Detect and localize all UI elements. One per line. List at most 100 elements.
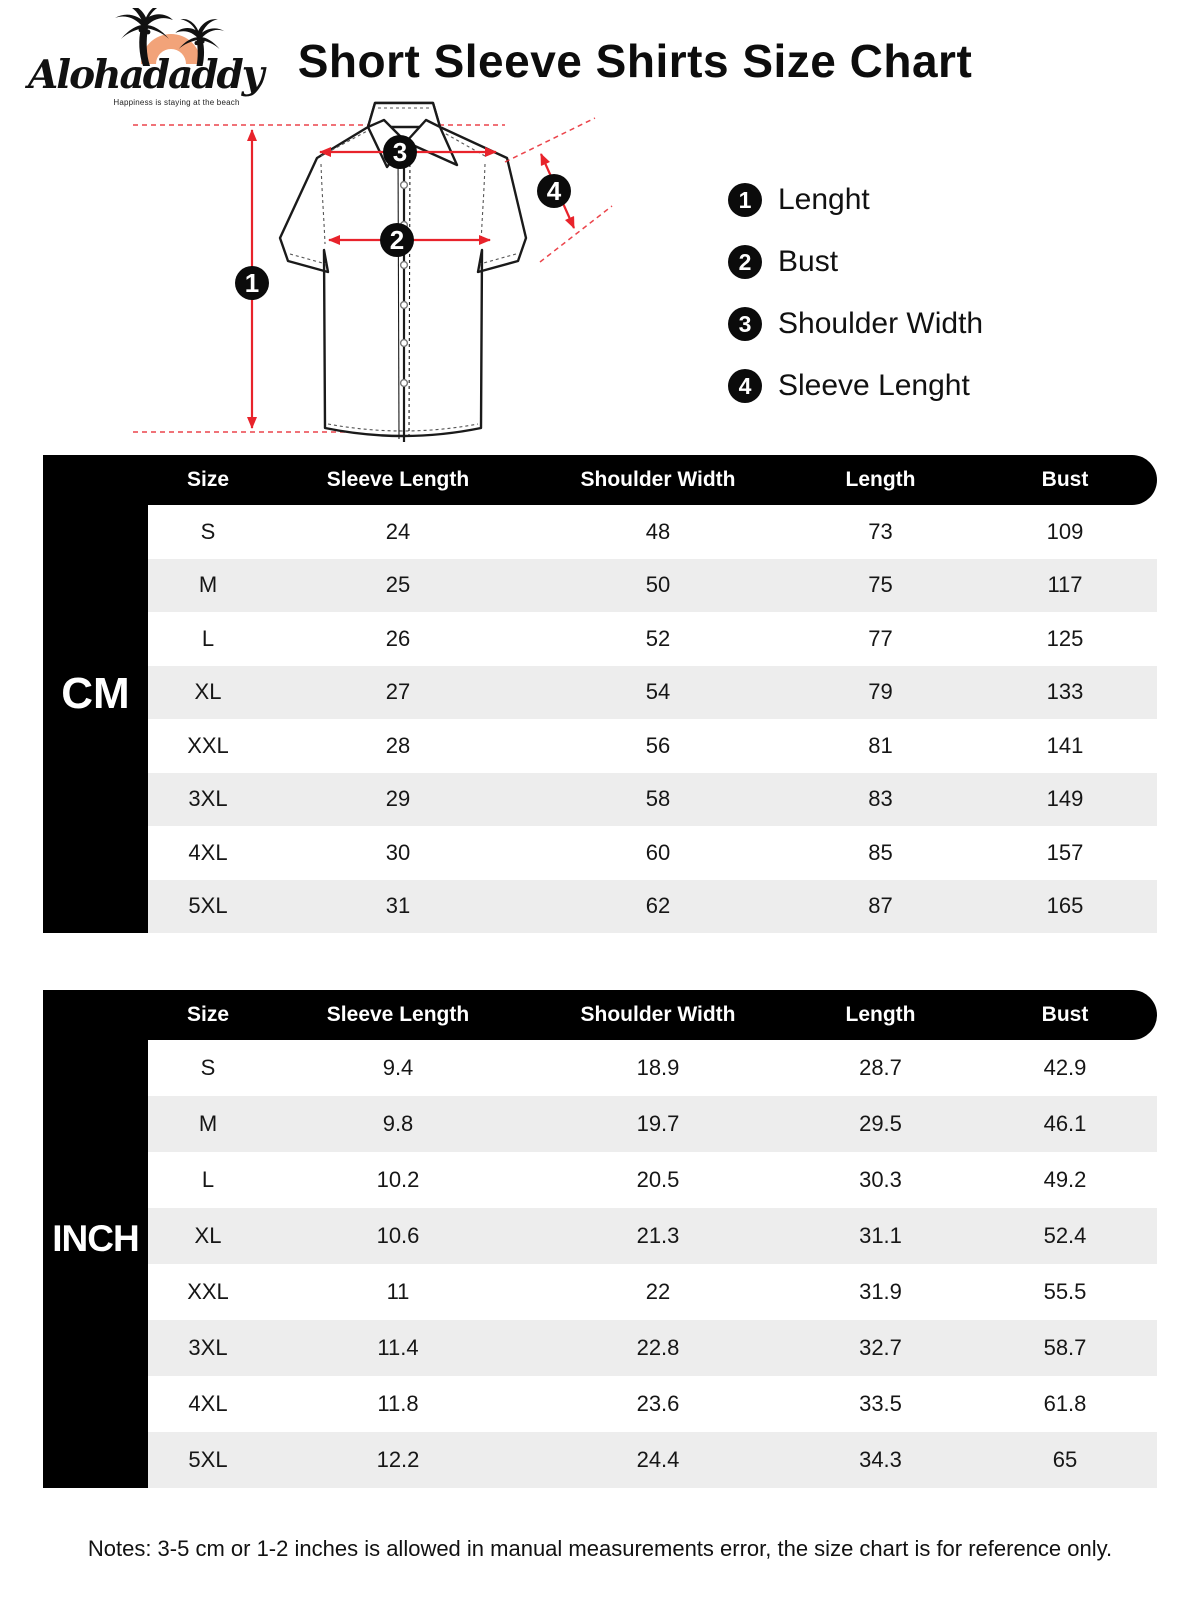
col-shoulder-width: Shoulder Width (580, 1003, 736, 1026)
table-cell: 58.7 (1043, 1335, 1087, 1360)
table-row: XL 10.6 21.3 31.1 52.4 (148, 1208, 1157, 1264)
legend-label: Shoulder Width (778, 307, 984, 340)
sleeve-guide-dashline (539, 205, 613, 263)
col-sleeve-length: Sleeve Length (326, 1003, 470, 1026)
unit-label-cm: CM (61, 669, 130, 718)
unit-band (43, 455, 148, 933)
table-cell: 83 (868, 786, 893, 812)
table-cell: 65 (1052, 1447, 1078, 1472)
table-cell: 3XL (188, 1335, 228, 1360)
table-cell: 125 (1046, 625, 1084, 651)
table-cell: 27 (385, 679, 411, 705)
table-cell: 81 (868, 732, 893, 758)
table-cell: XL (194, 1223, 222, 1248)
legend-item-sleeve-length: 4 Sleeve Lenght (728, 368, 983, 404)
table-cell: 30 (385, 839, 411, 865)
footer-note: Notes: 3-5 cm or 1-2 inches is allowed i… (87, 1536, 1113, 1561)
table-cell: 11 (386, 1279, 410, 1304)
table-cell: 87 (868, 893, 893, 919)
table-body: S 24 48 73 109 M 25 50 75 117 L 26 52 77 125 XL 27 54 79 13… (148, 505, 1157, 933)
table-cell: 73 (868, 518, 893, 544)
table-row: 4XL 30 60 85 157 (148, 826, 1157, 880)
table-cell: 29 (385, 786, 411, 812)
table-cell: 50 (645, 572, 671, 598)
table-cell: 52 (645, 625, 671, 651)
col-sleeve-length: Sleeve Length (326, 468, 470, 491)
table-cell: 5XL (188, 893, 228, 919)
table-cell: 133 (1046, 679, 1084, 705)
table-cell: M (198, 1111, 218, 1136)
table-cell: 31.1 (859, 1223, 902, 1248)
table-cell: L (201, 625, 215, 651)
brand-name: Alohadaddy (28, 52, 264, 98)
table-cell: XL (194, 679, 222, 705)
legend-item-length: 1 Lenght (728, 182, 983, 218)
legend-marker-3: 3 (728, 307, 762, 341)
brand-logo: Alohadaddy Happiness is staying at the b… (26, 8, 266, 110)
col-size: Size (186, 1003, 230, 1026)
legend-marker-1: 1 (728, 183, 762, 217)
table-row: 3XL 11.4 22.8 32.7 58.7 (148, 1320, 1157, 1376)
table-cell: 29.5 (859, 1111, 902, 1136)
table-cell: 5XL (188, 1447, 228, 1472)
table-cell: 26 (385, 625, 411, 651)
table-row: 4XL 11.8 23.6 33.5 61.8 (148, 1376, 1157, 1432)
table-cell: 19.7 (636, 1111, 680, 1136)
table-cell: 60 (645, 839, 671, 865)
table-cell: 56 (645, 732, 671, 758)
table-cell: 3XL (188, 786, 228, 812)
legend-marker-4: 4 (728, 369, 762, 403)
col-shoulder-width: Shoulder Width (580, 468, 736, 491)
legend-label: Bust (778, 245, 839, 278)
table-cell: 30.3 (859, 1167, 902, 1192)
table-cell: 23.6 (636, 1391, 680, 1416)
table-cell: 10.2 (376, 1167, 420, 1192)
table-cell: 79 (868, 679, 893, 705)
table-cell: 25 (385, 572, 411, 598)
table-cell: 141 (1046, 732, 1084, 758)
table-cell: 165 (1046, 893, 1084, 919)
table-cell: 9.8 (382, 1111, 414, 1136)
measurement-legend: 1 Lenght 2 Bust 3 Shoulder Width 4 Sleev… (728, 182, 983, 430)
table-cell: 24.4 (636, 1447, 680, 1472)
table-cell: 157 (1046, 839, 1084, 865)
table-row: XXL 11 22 31.9 55.5 (148, 1264, 1157, 1320)
table-cell: 31 (385, 893, 411, 919)
table-cell: 28.7 (859, 1055, 902, 1080)
table-cell: XXL (187, 732, 229, 758)
table-cell: 55.5 (1043, 1279, 1087, 1304)
table-cell: S (200, 518, 216, 544)
table-cell: 21.3 (636, 1223, 680, 1248)
table-cell: 54 (645, 679, 671, 705)
table-cell: 4XL (188, 839, 228, 865)
table-body: S 9.4 18.9 28.7 42.9 M 9.8 19.7 29.5 46.1 L 10.2 20.… (148, 1040, 1157, 1488)
table-cell: L (201, 1167, 215, 1192)
col-bust: Bust (1041, 468, 1089, 491)
legend-marker-2: 2 (728, 245, 762, 279)
table-cell: 33.5 (859, 1391, 902, 1416)
table-header: Size Sleeve Length Shoulder Width Length… (43, 455, 1157, 505)
table-cell: 42.9 (1043, 1055, 1087, 1080)
table-cell: 75 (868, 572, 893, 598)
table-cell: 10.6 (376, 1223, 420, 1248)
table-row: M 9.8 19.7 29.5 46.1 (148, 1096, 1157, 1152)
table-cell: 48 (645, 518, 671, 544)
brand-tagline: Happiness is staying at the beach (113, 98, 240, 107)
table-cell: 11.8 (377, 1391, 419, 1416)
table-row: 3XL 29 58 83 149 (148, 772, 1157, 826)
sleeve-guide-dashline (504, 117, 596, 163)
table-cell: 49.2 (1043, 1167, 1087, 1192)
table-cell: S (200, 1055, 216, 1080)
table-row: S 24 48 73 109 (148, 505, 1157, 559)
table-row: M 25 50 75 117 (148, 558, 1157, 612)
table-cell: 22.8 (636, 1335, 680, 1360)
table-cell: 46.1 (1043, 1111, 1087, 1136)
col-length: Length (845, 1003, 916, 1026)
table-cell: 117 (1047, 572, 1083, 598)
table-cell: 31.9 (859, 1279, 902, 1304)
marker-2: 2 (390, 225, 404, 255)
table-cell: M (198, 572, 218, 598)
table-cell: 12.2 (376, 1447, 420, 1472)
table-cell: 11.4 (377, 1335, 419, 1360)
